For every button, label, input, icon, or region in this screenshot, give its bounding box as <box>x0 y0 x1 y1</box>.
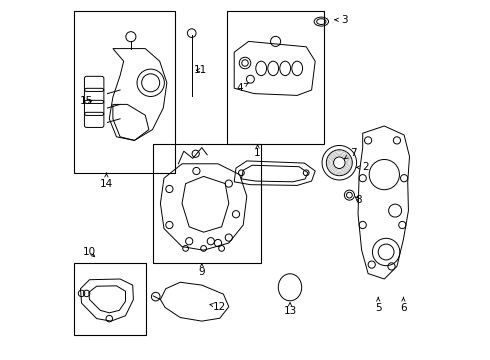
Text: 11: 11 <box>194 65 207 75</box>
Text: 15: 15 <box>80 96 93 106</box>
Text: 10: 10 <box>83 247 96 257</box>
Text: 6: 6 <box>400 297 407 313</box>
Bar <box>74 263 146 335</box>
Text: 12: 12 <box>210 302 226 312</box>
Text: 14: 14 <box>100 173 113 189</box>
Bar <box>74 11 175 173</box>
Text: 1: 1 <box>254 145 261 158</box>
Text: 13: 13 <box>283 303 296 316</box>
Text: 9: 9 <box>198 264 205 277</box>
Bar <box>153 144 261 263</box>
Text: 7: 7 <box>344 148 356 159</box>
Text: 3: 3 <box>335 15 347 25</box>
Text: 8: 8 <box>355 195 362 205</box>
Bar <box>227 11 324 144</box>
Text: 4: 4 <box>236 83 248 93</box>
Text: 2: 2 <box>357 162 369 172</box>
Text: 5: 5 <box>375 297 382 313</box>
